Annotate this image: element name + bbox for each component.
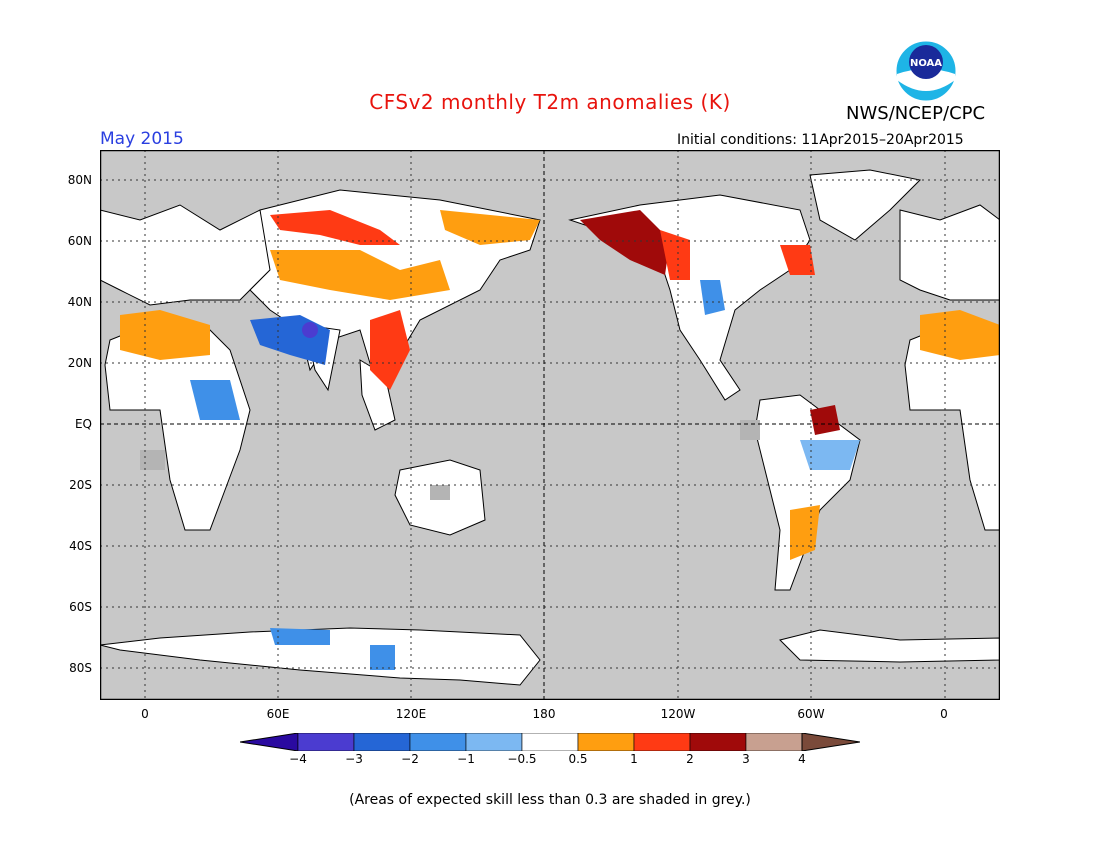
colorbar-label: −1 (457, 752, 475, 766)
lon-label-0: 0 (141, 707, 149, 721)
svg-text:NOAA: NOAA (910, 58, 942, 69)
colorbar-label: 4 (798, 752, 806, 766)
colorbar-segment (633, 733, 691, 751)
colorbar-label: 2 (686, 752, 694, 766)
graticule (100, 150, 1000, 700)
colorbar-label: −2 (401, 752, 419, 766)
lat-label-40n: 40N (67, 295, 92, 309)
map-title: CFSv2 monthly T2m anomalies (K) (369, 90, 731, 114)
colorbar-segment (409, 733, 467, 751)
lon-label-60e: 60E (266, 707, 290, 721)
lat-label-80s: 80S (69, 661, 92, 675)
colorbar-label: −0.5 (507, 752, 537, 766)
lat-label-60n: 60N (67, 234, 92, 248)
anomaly-map (100, 150, 1000, 700)
lat-label-40s: 40S (69, 539, 92, 553)
colorbar-segment (353, 733, 411, 751)
greenland (809, 169, 922, 241)
north-america (568, 194, 811, 401)
agency-label: NWS/NCEP/CPC (846, 103, 986, 124)
lat-label-20n: 20N (67, 356, 92, 370)
lat-label-eq: EQ (74, 417, 92, 431)
lon-label-120w: 120W (660, 707, 696, 721)
colorbar-segment (689, 733, 747, 751)
map-border (100, 150, 1000, 700)
colorbar-label: 1 (630, 752, 638, 766)
colorbar-label: 0.5 (568, 752, 588, 766)
colorbar-segment (745, 733, 803, 751)
colorbar-segment (577, 733, 635, 751)
colorbar-label: −3 (345, 752, 363, 766)
lon-label-120e: 120E (395, 707, 427, 721)
colorbar-label: −4 (289, 752, 307, 766)
lat-label-80n: 80N (67, 173, 92, 187)
lon-label-60w: 60W (797, 707, 825, 721)
europe-east (899, 204, 1000, 301)
colorbar-segment (521, 733, 579, 751)
noaa-logo: NOAA (895, 40, 957, 102)
lat-label-60s: 60S (69, 600, 92, 614)
colorbar-segment (240, 733, 299, 751)
colorbar-segment (801, 733, 860, 751)
initial-conditions: Initial conditions: 11Apr2015–20Apr2015 (677, 132, 964, 148)
footnote: (Areas of expected skill less than 0.3 a… (349, 792, 751, 808)
warm-anomalies (120, 210, 1000, 560)
lon-label-180: 180 (532, 707, 556, 721)
lon-label-0-right: 0 (940, 707, 948, 721)
lat-label-20s: 20S (69, 478, 92, 492)
colorbar-segment (465, 733, 523, 751)
equator-dateline (100, 150, 1000, 700)
colorbar-label: 3 (742, 752, 750, 766)
cold-anomalies (190, 280, 860, 670)
target-month: May 2015 (100, 129, 184, 149)
colorbar-segment (297, 733, 355, 751)
antarctica (100, 627, 541, 686)
colorbar (240, 733, 860, 751)
